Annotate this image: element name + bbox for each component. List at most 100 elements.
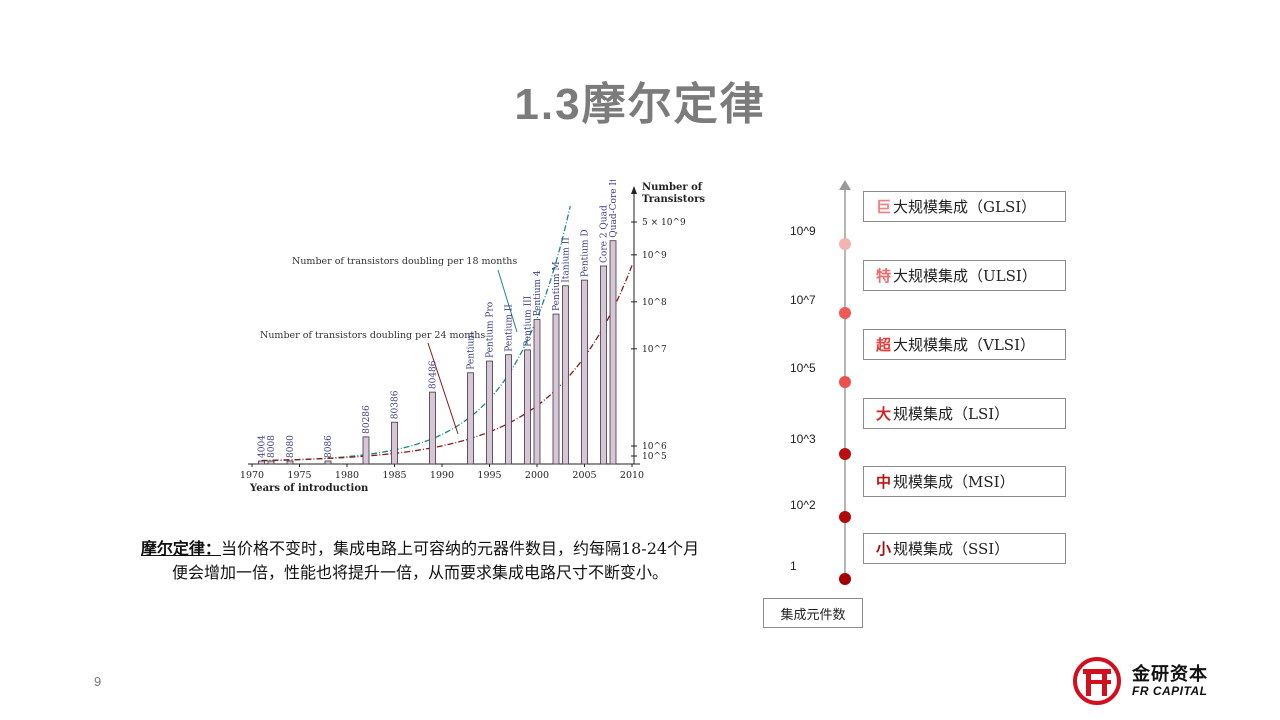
moore-law-term: 摩尔定律： — [140, 539, 221, 558]
y-tick-label: 10^8 — [642, 298, 667, 308]
level-label: 规模集成（SSI） — [893, 540, 1010, 558]
bar-label: 8008 — [267, 435, 277, 458]
level-label: 大规模集成（GLSI） — [893, 198, 1037, 216]
level-prefix: 巨 — [876, 198, 892, 216]
scale-tick-label: 1 — [790, 559, 797, 573]
x-tick-label: 2000 — [525, 470, 549, 481]
chart-bar — [609, 240, 617, 465]
scale-tick-label: 10^9 — [790, 224, 816, 238]
scale-dot — [839, 238, 851, 250]
bar-label: Quad-Core Itanium — [609, 180, 619, 238]
x-tick-label: 1995 — [477, 470, 501, 481]
level-lsi: 大规模集成（LSI） — [863, 398, 1066, 429]
x-tick-label: 2005 — [572, 470, 596, 481]
level-prefix: 特 — [876, 267, 892, 285]
chart-bar — [362, 436, 370, 465]
annotation-arrow — [427, 342, 459, 435]
moore-law-chart: 1970 1975 1980 1985 1990 1995 2000 2005 2010 Year… — [240, 180, 705, 494]
bar-label: Pentium III — [524, 295, 534, 347]
y-axis-label: Number of Transistors — [642, 182, 705, 205]
chart-bar — [524, 349, 531, 465]
level-ssi: 小规模集成（SSI） — [863, 533, 1066, 564]
chart-bar — [600, 265, 607, 465]
y-tick-label: 10^7 — [642, 345, 667, 355]
bar-label: Itanium II — [562, 237, 572, 283]
scale-dot — [839, 511, 851, 523]
bar-label: Pentium — [467, 332, 477, 370]
scale-tick-label: 10^2 — [790, 498, 816, 512]
bar-label: Pentium 4 — [533, 270, 543, 316]
x-tick-label: 1980 — [335, 470, 359, 481]
scale-dot — [839, 307, 851, 319]
bar-label: Pentium II — [505, 304, 515, 352]
moore-law-text: 当价格不变时，集成电路上可容纳的元器件数目，约每隔18-24个月便会增加一倍，性… — [171, 539, 700, 582]
bar-label: 4004 — [258, 435, 268, 458]
slide-title: 1.3摩尔定律 — [514, 80, 766, 129]
axis-caption: 集成元件数 — [763, 598, 863, 628]
scale-dot — [839, 448, 851, 460]
scale-dot — [839, 376, 851, 388]
y-tick-label: 10^6 — [642, 442, 667, 452]
chart-bar — [324, 460, 332, 465]
x-tick-label: 1990 — [430, 470, 454, 481]
axis-arrow-icon — [839, 180, 851, 190]
bar-label: Core 2 Quad — [600, 205, 610, 263]
logo-chinese-name: 金研资本 — [1132, 664, 1208, 685]
level-vlsi: 超大规模集成（VLSI） — [863, 329, 1066, 360]
y-tick-label: 10^5 — [642, 452, 667, 462]
level-prefix: 中 — [876, 473, 892, 491]
annotation-18-months: Number of transistors doubling per 18 mo… — [292, 256, 517, 267]
y-tick-label: 10^9 — [642, 251, 667, 261]
company-logo: 金研资本 FR CAPITAL — [1072, 656, 1212, 706]
chart-bar — [258, 460, 265, 465]
moore-law-description: 摩尔定律：当价格不变时，集成电路上可容纳的元器件数目，约每隔18-24个月便会增… — [140, 537, 700, 585]
bar-label: Pentium D — [581, 229, 591, 277]
level-label: 大规模集成（ULSI） — [893, 267, 1037, 285]
chart-bar — [552, 313, 560, 465]
chart-bar — [533, 319, 541, 465]
chart-bar — [267, 460, 275, 465]
level-label: 规模集成（LSI） — [893, 405, 1010, 423]
chart-bar — [581, 279, 588, 465]
chart-bar — [486, 360, 493, 465]
level-ulsi: 特大规模集成（ULSI） — [863, 260, 1066, 291]
chart-bar — [429, 391, 436, 465]
chart-bar — [467, 372, 474, 465]
chart-bar — [286, 460, 294, 465]
level-label: 规模集成（MSI） — [893, 473, 1015, 491]
x-tick-label: 1985 — [382, 470, 406, 481]
x-tick-label: 2010 — [620, 470, 644, 481]
level-msi: 中规模集成（MSI） — [863, 466, 1066, 497]
bar-label: Pentium M — [552, 261, 562, 311]
level-prefix: 小 — [876, 540, 892, 558]
chart-bar — [562, 285, 569, 465]
trend-line — [261, 205, 571, 462]
bar-label: 8080 — [286, 435, 296, 458]
logo-english-name: FR CAPITAL — [1132, 684, 1208, 698]
trend-line — [261, 265, 633, 462]
scale-tick-label: 10^7 — [790, 293, 816, 307]
y-axis-arrow-icon — [631, 186, 637, 194]
annotation-24-months: Number of transistors doubling per 24 mo… — [260, 330, 485, 341]
level-label: 大规模集成（VLSI） — [893, 336, 1036, 354]
bar-label: 80286 — [362, 405, 372, 434]
scale-tick-label: 10^5 — [790, 361, 816, 375]
x-tick-label: 1970 — [240, 470, 264, 481]
x-tick-label: 1975 — [287, 470, 311, 481]
scale-tick-label: 10^3 — [790, 432, 816, 446]
level-prefix: 超 — [876, 336, 892, 354]
chart-bar — [391, 421, 398, 465]
level-prefix: 大 — [876, 405, 892, 423]
page-number: 9 — [94, 674, 102, 689]
bar-label: 8086 — [324, 435, 334, 458]
x-axis-label: Years of introduction — [249, 483, 369, 494]
level-glsi: 巨大规模集成（GLSI） — [863, 191, 1066, 222]
y-tick-label: 5 × 10^9 — [642, 218, 686, 228]
annotation-arrow — [497, 269, 518, 333]
scale-dot — [839, 573, 851, 585]
bar-label: Pentium Pro — [486, 302, 496, 358]
chart-bar — [505, 354, 512, 465]
bar-label: 80486 — [429, 360, 439, 389]
bar-label: 80386 — [391, 390, 401, 419]
fr-capital-logo-icon — [1073, 657, 1121, 705]
